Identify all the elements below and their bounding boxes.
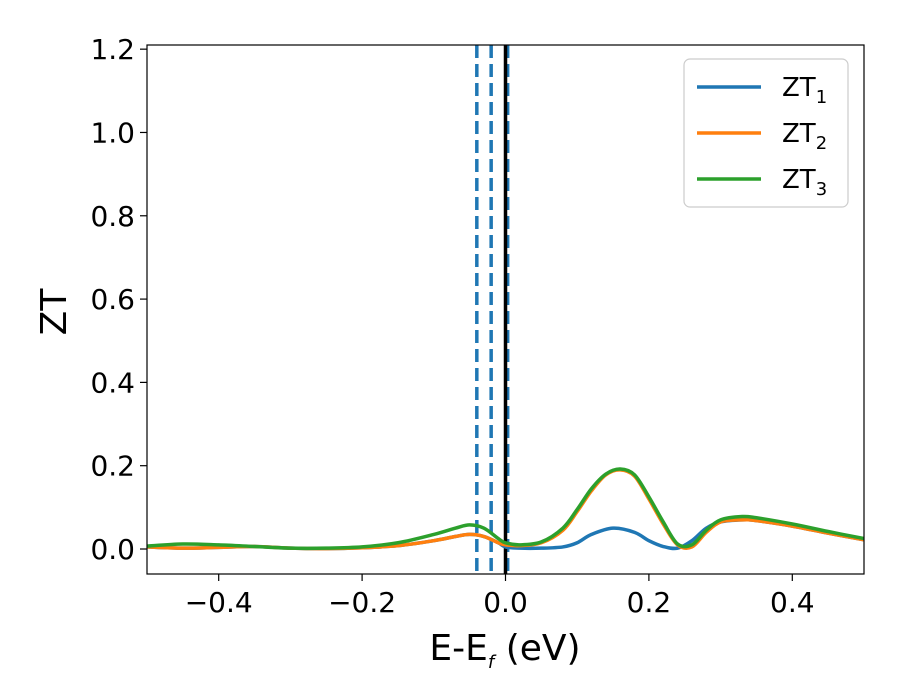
legend-label-zt2: ZT2	[782, 119, 827, 154]
y-tick-label: 0.8	[90, 200, 135, 233]
y-tick-label: 0.2	[90, 450, 135, 483]
y-tick-label: 0.6	[90, 283, 135, 316]
y-tick-label: 0.4	[90, 366, 135, 399]
series-line-zt3	[147, 467, 864, 551]
x-axis-label-sub: f	[488, 652, 497, 673]
legend-label-zt1: ZT1	[782, 73, 827, 108]
y-tick-label: 0.0	[90, 533, 135, 566]
x-tick-label: −0.2	[328, 586, 396, 619]
legend: ZT1 ZT2 ZT3	[683, 58, 849, 208]
x-axis-ticks: −0.4 −0.2 0.0 0.2 0.4	[185, 574, 815, 619]
x-tick-label: 0.4	[770, 586, 815, 619]
x-tick-label: −0.4	[185, 586, 253, 619]
y-tick-label: 1.0	[90, 116, 135, 149]
series-lines	[147, 467, 864, 551]
x-tick-label: 0.0	[483, 586, 528, 619]
reference-lines	[475, 45, 510, 574]
legend-label-zt3: ZT3	[782, 165, 827, 200]
y-axis-label: ZT	[34, 288, 75, 336]
x-axis-label: E-Ef (eV)	[429, 628, 580, 673]
x-tick-label: 0.2	[627, 586, 672, 619]
y-tick-label: 1.2	[90, 33, 135, 66]
legend-box	[683, 58, 849, 208]
x-axis-label-main: E-E	[429, 628, 487, 669]
y-axis-ticks: 0.0 0.2 0.4 0.6 0.8 1.0 1.2	[90, 33, 147, 566]
x-axis-label-unit: (eV)	[494, 628, 580, 669]
